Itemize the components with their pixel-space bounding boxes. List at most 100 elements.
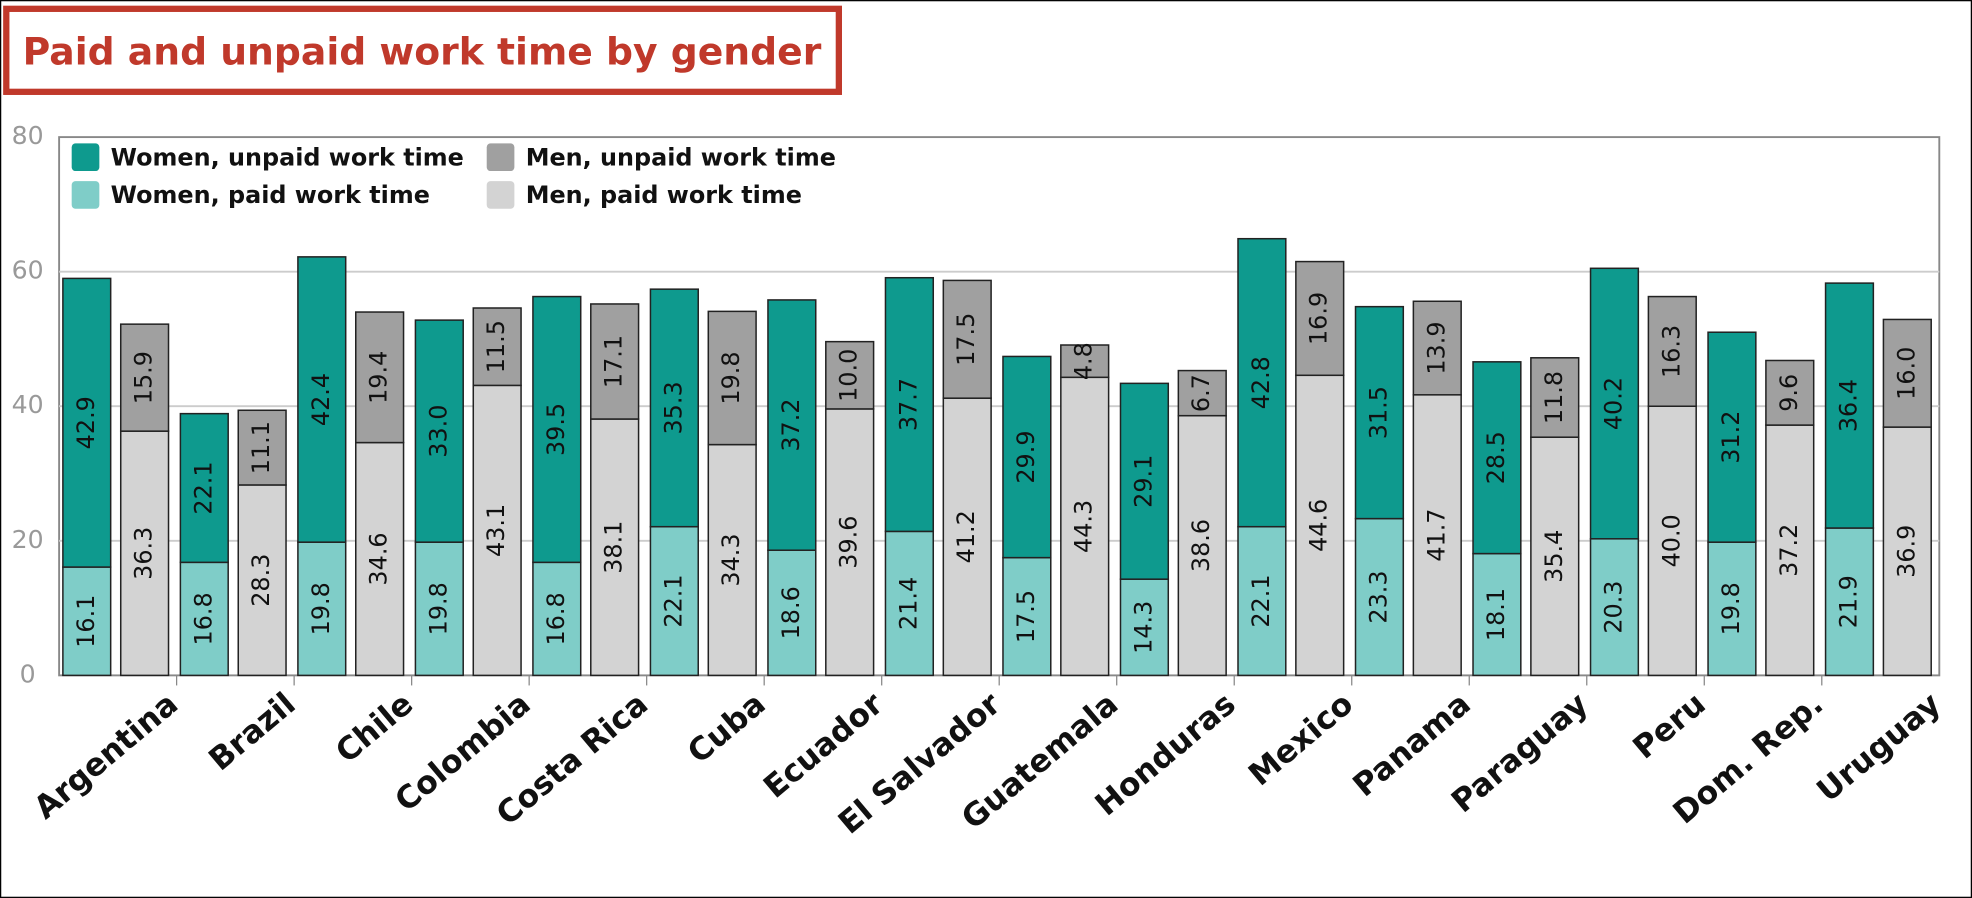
bar-segment <box>1002 355 1052 559</box>
bar-segment <box>1707 331 1757 543</box>
bar-segment <box>1824 282 1875 529</box>
bar-segment <box>472 307 522 387</box>
bar-segment <box>414 541 464 677</box>
bar-segment <box>532 295 582 564</box>
legend-swatch <box>71 181 100 209</box>
bar-segment <box>767 299 817 551</box>
bar-segment <box>1119 382 1170 580</box>
value-label: 11.8 <box>1540 371 1568 424</box>
bar-segment <box>297 541 347 677</box>
value-label: 9.6 <box>1775 374 1803 412</box>
bar-segment <box>1237 237 1287 528</box>
value-label: 41.2 <box>952 510 980 563</box>
value-label: 34.6 <box>365 532 393 585</box>
value-label: 39.5 <box>542 403 570 456</box>
y-tick-label: 60 <box>12 256 44 285</box>
bar-segment <box>1060 344 1110 379</box>
value-label: 29.1 <box>1129 455 1157 508</box>
title-box <box>3 5 842 95</box>
bar-segment <box>62 566 112 677</box>
legend-label: Women, unpaid work time <box>111 143 464 171</box>
bar-segment <box>179 561 229 677</box>
value-label: 38.6 <box>1187 519 1215 572</box>
value-label: 37.2 <box>1775 524 1803 577</box>
bar-segment <box>1472 361 1522 555</box>
bar-segment <box>237 409 287 486</box>
bar-segment <box>119 430 170 677</box>
value-label: 44.6 <box>1305 499 1333 552</box>
bar-segment <box>297 256 347 543</box>
value-label: 6.7 <box>1187 374 1215 412</box>
bar-segment <box>1177 369 1227 417</box>
bar-segment <box>825 340 875 410</box>
value-label: 41.7 <box>1422 509 1450 562</box>
bar-segment <box>1707 541 1757 677</box>
legend-label: Men, unpaid work time <box>526 143 836 171</box>
bar-segment <box>1237 525 1287 677</box>
value-label: 42.9 <box>72 396 100 449</box>
bar-segment <box>1765 424 1815 677</box>
bar-segment <box>1647 295 1697 407</box>
value-label: 34.3 <box>717 533 745 586</box>
value-label: 16.3 <box>1657 325 1685 378</box>
value-label: 22.1 <box>659 574 687 627</box>
value-label: 16.9 <box>1305 292 1333 345</box>
value-label: 10.0 <box>835 349 863 402</box>
value-label: 31.2 <box>1717 411 1745 464</box>
value-label: 16.0 <box>1892 347 1920 400</box>
bar-segment <box>825 408 875 677</box>
value-label: 21.4 <box>894 577 922 630</box>
y-tick-label: 80 <box>12 121 44 150</box>
value-label: 36.9 <box>1892 525 1920 578</box>
value-label: 13.9 <box>1422 321 1450 374</box>
bar-segment <box>1530 436 1580 677</box>
value-label: 19.8 <box>1717 582 1745 635</box>
y-tick-label: 0 <box>20 659 36 688</box>
value-label: 19.4 <box>365 351 393 404</box>
value-label: 19.8 <box>424 582 452 635</box>
y-tick-label: 20 <box>12 525 44 554</box>
value-label: 43.1 <box>482 504 510 557</box>
bar-segment <box>1354 305 1405 520</box>
value-label: 36.3 <box>130 527 158 580</box>
bar-segment <box>1412 394 1462 677</box>
bar-segment <box>1295 374 1345 677</box>
bar-segment <box>472 384 522 677</box>
bar-segment <box>1647 405 1697 677</box>
bar-segment <box>884 530 935 677</box>
value-label: 42.8 <box>1247 356 1275 409</box>
bar-segment <box>707 443 757 677</box>
value-label: 15.9 <box>130 351 158 404</box>
bar-segment <box>1295 260 1345 377</box>
bar-segment <box>1765 359 1815 426</box>
value-label: 17.1 <box>600 335 628 388</box>
value-label: 33.0 <box>424 405 452 458</box>
value-label: 29.9 <box>1012 430 1040 483</box>
bar-segment <box>179 412 229 564</box>
value-label: 28.3 <box>247 554 275 607</box>
value-label: 21.9 <box>1834 575 1862 628</box>
y-tick-label: 40 <box>12 390 44 419</box>
value-label: 35.3 <box>659 381 687 434</box>
value-label: 37.7 <box>894 378 922 431</box>
bar-segment <box>884 276 935 533</box>
value-label: 18.1 <box>1482 588 1510 641</box>
value-label: 11.5 <box>482 320 510 373</box>
bar-segment <box>942 279 992 399</box>
value-label: 17.5 <box>952 313 980 366</box>
legend-swatch <box>486 181 515 209</box>
value-label: 42.4 <box>307 373 335 426</box>
bar-segment <box>1824 527 1875 677</box>
bar-segment <box>1412 300 1462 396</box>
value-label: 35.4 <box>1540 530 1568 583</box>
value-label: 16.8 <box>542 592 570 645</box>
legend-swatch <box>71 143 100 172</box>
value-label: 31.5 <box>1364 386 1392 439</box>
value-label: 19.8 <box>717 351 745 404</box>
value-label: 11.1 <box>247 421 275 474</box>
value-label: 40.0 <box>1657 514 1685 567</box>
legend-label: Women, paid work time <box>111 181 430 209</box>
legend-label: Men, paid work time <box>526 181 802 209</box>
bar-segment <box>1882 318 1932 428</box>
bar-segment <box>590 303 640 420</box>
